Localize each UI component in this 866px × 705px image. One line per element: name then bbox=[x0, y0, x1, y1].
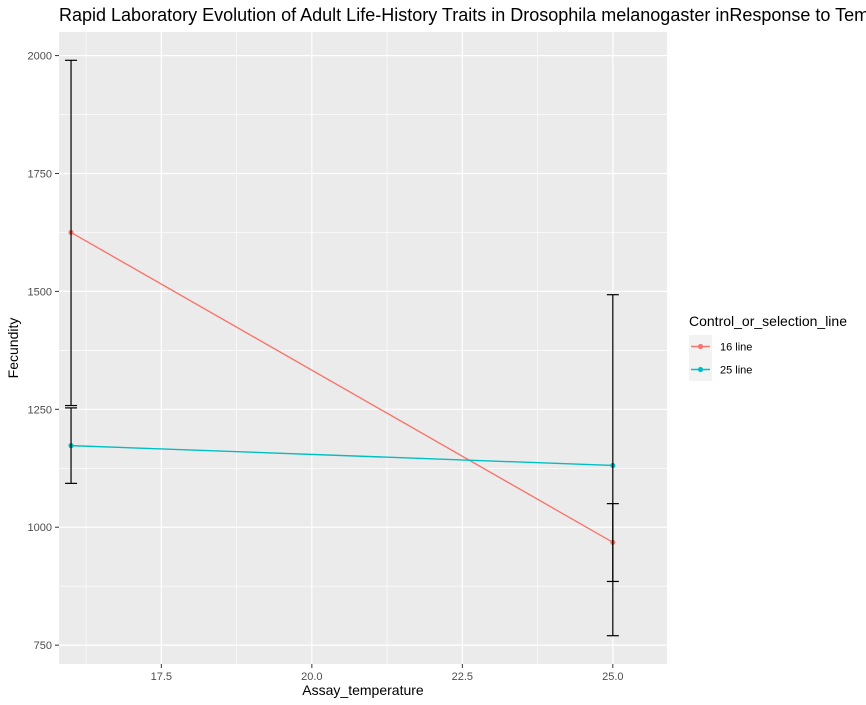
x-tick-label: 17.5 bbox=[151, 671, 172, 683]
series-line bbox=[70, 231, 614, 543]
x-axis-ticks: 17.5 20.0 22.5 25.0 bbox=[151, 664, 624, 683]
minor-gridlines bbox=[59, 32, 667, 664]
legend-title: Control_or_selection_line bbox=[689, 313, 847, 329]
y-tick-label: 1000 bbox=[28, 522, 52, 534]
legend-key-point bbox=[697, 343, 704, 350]
major-gridlines bbox=[59, 32, 667, 664]
y-axis-ticks: 750 1000 1250 1500 1750 2000 bbox=[28, 51, 59, 652]
y-tick-label: 1500 bbox=[28, 286, 52, 298]
y-tick-label: 2000 bbox=[28, 51, 52, 63]
series-line bbox=[71, 444, 613, 467]
legend-label: 25 line bbox=[720, 365, 752, 377]
plot-panel bbox=[59, 32, 667, 664]
y-tick-label: 1750 bbox=[28, 168, 52, 180]
legend-item: 16 line bbox=[689, 335, 752, 358]
x-tick-label: 20.0 bbox=[301, 671, 322, 683]
chart-title: Rapid Laboratory Evolution of Adult Life… bbox=[59, 5, 866, 25]
legend-label: 16 line bbox=[720, 342, 752, 354]
legend: Control_or_selection_line 16 line 25 line bbox=[689, 313, 847, 381]
legend-key-point bbox=[697, 366, 704, 373]
legend-items: 16 line 25 line bbox=[689, 335, 752, 381]
x-tick-label: 22.5 bbox=[452, 671, 473, 683]
x-tick-label: 25.0 bbox=[602, 671, 623, 683]
y-tick-label: 750 bbox=[34, 640, 52, 652]
y-tick-label: 1250 bbox=[28, 404, 52, 416]
legend-item: 25 line bbox=[689, 358, 752, 381]
y-axis-title: Fecundity bbox=[5, 318, 21, 379]
x-axis-title: Assay_temperature bbox=[302, 682, 424, 698]
errorbar-layer bbox=[65, 59, 619, 637]
